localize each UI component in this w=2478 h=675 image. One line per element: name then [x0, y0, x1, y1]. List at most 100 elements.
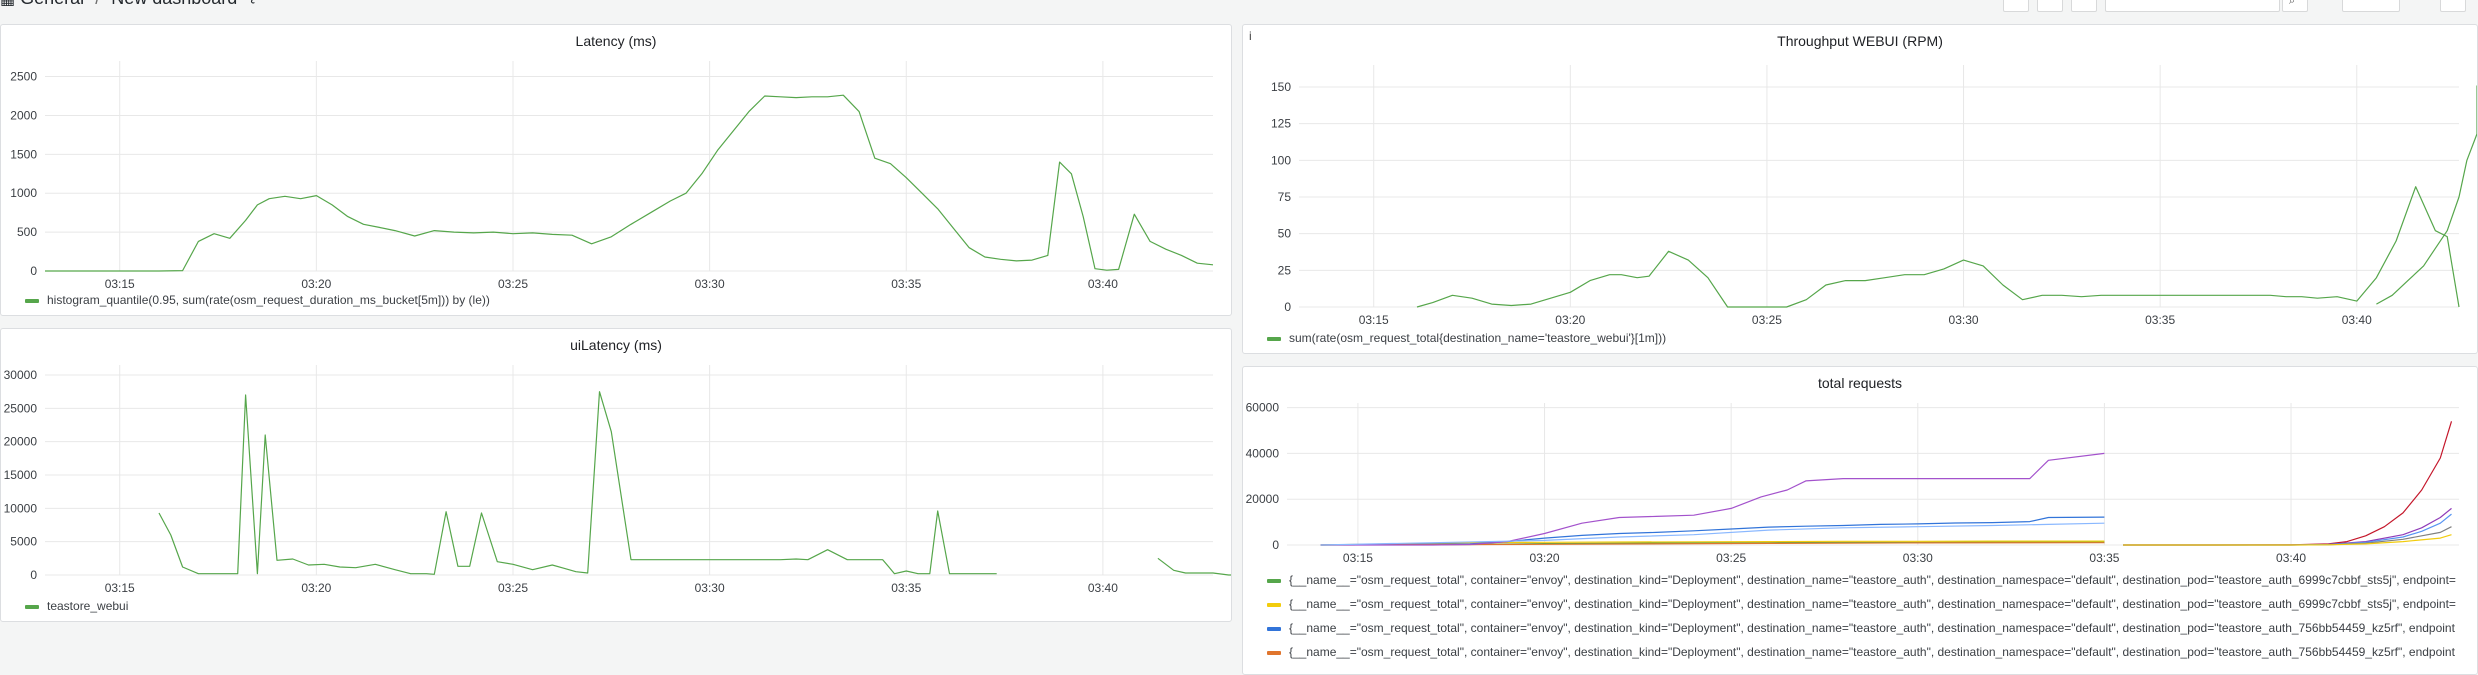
share-icon[interactable]: ⤤	[250, 0, 260, 8]
x-tick-label: 03:40	[2276, 551, 2306, 565]
breadcrumb: ▦ General / New dashboard ⤤	[0, 0, 260, 9]
x-tick-label: 03:15	[1359, 313, 1389, 327]
series-line	[158, 391, 997, 575]
breadcrumb-title[interactable]: New dashboard	[111, 0, 237, 8]
y-tick-label: 50	[1278, 227, 1292, 241]
view-mode-button[interactable]	[2440, 0, 2466, 12]
legend-item[interactable]: {__name__="osm_request_total", container…	[1267, 573, 2456, 587]
x-tick-label: 03:30	[1903, 551, 1933, 565]
legend-label: {__name__="osm_request_total", container…	[1289, 573, 2456, 587]
panel-total-requests[interactable]: total requests 0 20000 40000 60000 03:15 03:2…	[1242, 366, 2478, 675]
save-dashboard-button[interactable]	[2037, 0, 2063, 12]
grid	[45, 365, 1213, 576]
legend-item[interactable]: histogram_quantile(0.95, sum(rate(osm_re…	[25, 293, 490, 307]
x-tick-label: 03:40	[1088, 277, 1118, 291]
series-line	[2123, 526, 2452, 546]
series-line	[2123, 534, 2452, 546]
panel-latency[interactable]: Latency (ms) 0 500 1000 1500 2000 2500 03:15 03…	[0, 24, 1232, 316]
legend-label: {__name__="osm_request_total", container…	[1289, 645, 2455, 659]
latency-chart[interactable]: 0 500 1000 1500 2000 2500 03:15 03:20 03:25 03:30…	[1, 25, 1232, 316]
legend-item[interactable]: {__name__="osm_request_total", container…	[1267, 621, 2455, 635]
legend-swatch	[1267, 578, 1281, 583]
x-tick-label: 03:35	[891, 277, 921, 291]
y-tick-label: 2000	[10, 108, 37, 122]
legend-swatch	[1267, 336, 1281, 341]
y-tick-label: 150	[1271, 80, 1291, 94]
series-line	[1157, 557, 1231, 576]
y-tick-label: 60000	[1246, 401, 1280, 415]
y-tick-label: 75	[1278, 190, 1292, 204]
legend-label: {__name__="osm_request_total", container…	[1289, 597, 2456, 611]
x-tick-label: 03:40	[2342, 313, 2372, 327]
x-tick-label: 03:35	[891, 581, 921, 595]
x-tick-label: 03:35	[2089, 551, 2119, 565]
zoom-out-button[interactable]: ⌕	[2282, 0, 2308, 12]
panel-throughput[interactable]: i Throughput WEBUI (RPM) 0 25 50 75 100 125 15…	[1242, 24, 2478, 354]
x-tick-label: 03:20	[1555, 313, 1585, 327]
y-tick-label: 0	[1284, 300, 1291, 314]
y-tick-label: 2500	[10, 70, 37, 84]
settings-button[interactable]	[2071, 0, 2097, 12]
breadcrumb-separator: /	[95, 0, 100, 8]
y-tick-label: 1500	[10, 147, 37, 161]
y-tick-label: 0	[30, 568, 37, 582]
x-tick-label: 03:25	[1752, 313, 1782, 327]
y-tick-label: 1000	[10, 186, 37, 200]
legend-item[interactable]: sum(rate(osm_request_total{destination_n…	[1267, 331, 1666, 345]
series-line	[2123, 513, 2452, 546]
y-tick-label: 100	[1271, 153, 1291, 167]
x-tick-label: 03:20	[1530, 551, 1560, 565]
x-tick-label: 03:25	[498, 581, 528, 595]
throughput-chart[interactable]: 0 25 50 75 100 125 150 03:15 03:20 03:25 03:30 03:3…	[1243, 25, 2478, 354]
search-icon: ⌕	[2289, 0, 2296, 7]
apps-icon[interactable]: ▦	[0, 0, 15, 8]
legend-swatch	[25, 604, 39, 609]
x-tick-label: 03:15	[1343, 551, 1373, 565]
legend-label: {__name__="osm_request_total", container…	[1289, 621, 2455, 635]
panel-uilatency[interactable]: uiLatency (ms) 0 5000 10000 15000 20000 25000…	[0, 328, 1232, 622]
panel-title[interactable]: total requests	[1817, 375, 1903, 391]
legend-swatch	[1267, 626, 1281, 631]
uilatency-chart[interactable]: 0 5000 10000 15000 20000 25000 30000 03:15 03:20…	[1, 329, 1232, 622]
y-tick-label: 40000	[1246, 446, 1280, 460]
series-line	[1320, 452, 2105, 546]
legend-item[interactable]: {__name__="osm_request_total", container…	[1267, 645, 2455, 659]
legend-item[interactable]: {__name__="osm_request_total", container…	[1267, 597, 2456, 611]
series-line	[2376, 85, 2477, 305]
series-line	[1416, 186, 2460, 308]
legend-label: histogram_quantile(0.95, sum(rate(osm_re…	[47, 293, 490, 307]
grid	[1299, 65, 2459, 308]
add-panel-button[interactable]	[2003, 0, 2029, 12]
x-tick-label: 03:30	[695, 581, 725, 595]
panel-title[interactable]: uiLatency (ms)	[570, 337, 662, 353]
series-line	[2123, 421, 2453, 546]
breadcrumb-folder[interactable]: General	[20, 0, 84, 8]
refresh-button[interactable]	[2342, 0, 2400, 12]
x-tick-label: 03:20	[301, 581, 331, 595]
x-tick-label: 03:30	[695, 277, 725, 291]
total-requests-chart[interactable]: 0 20000 40000 60000 03:15 03:20 03:25 03:30 03:3…	[1243, 367, 2478, 597]
y-tick-label: 20000	[1246, 492, 1280, 506]
legend-swatch	[1267, 650, 1281, 655]
x-tick-label: 03:15	[105, 581, 135, 595]
legend-item[interactable]: teastore_webui	[25, 599, 128, 613]
panel-title[interactable]: Latency (ms)	[575, 33, 657, 49]
legend-label: sum(rate(osm_request_total{destination_n…	[1289, 331, 1667, 345]
series-line	[1320, 540, 2105, 546]
grid	[45, 61, 1213, 272]
series-line	[1320, 516, 2105, 546]
y-tick-label: 0	[1272, 538, 1279, 552]
y-tick-label: 5000	[10, 535, 37, 549]
legend-label: teastore_webui	[47, 599, 129, 613]
y-tick-label: 10000	[4, 501, 38, 515]
time-range-picker[interactable]	[2105, 0, 2280, 12]
grid	[1287, 403, 2459, 546]
y-tick-label: 500	[17, 225, 37, 239]
y-tick-label: 25000	[4, 401, 38, 415]
y-tick-label: 20000	[4, 435, 38, 449]
x-tick-label: 03:40	[1088, 581, 1118, 595]
legend-swatch	[1267, 602, 1281, 607]
info-icon[interactable]: i	[1249, 29, 1252, 43]
panel-title[interactable]: Throughput WEBUI (RPM)	[1777, 33, 1943, 49]
x-tick-label: 03:35	[2145, 313, 2175, 327]
